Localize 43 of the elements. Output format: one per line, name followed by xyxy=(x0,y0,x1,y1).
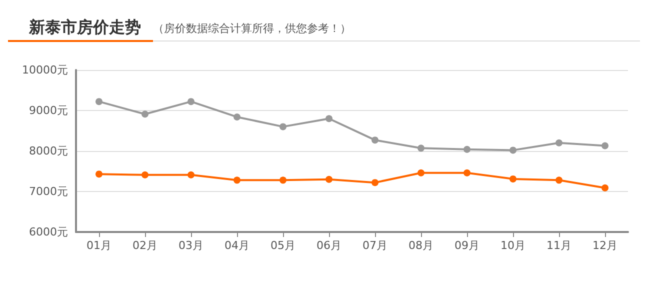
point xyxy=(602,184,608,192)
y-tick-label: 10000元 xyxy=(22,64,68,76)
chart-subtitle: （房价数据综合计算所得，供您参考！） xyxy=(153,22,351,35)
point xyxy=(418,144,424,152)
y-tick-label: 9000元 xyxy=(29,104,68,117)
point xyxy=(326,115,332,122)
point xyxy=(418,169,424,176)
point xyxy=(510,175,516,182)
x-tick-label: 06月 xyxy=(316,239,342,252)
x-tick-label: 09月 xyxy=(454,239,480,252)
x-tick-label: 04月 xyxy=(224,239,250,252)
x-tick-label: 02月 xyxy=(132,239,158,252)
x-tick-label: 07月 xyxy=(362,239,388,252)
point xyxy=(372,179,378,186)
x-tick-label: 08月 xyxy=(408,239,434,252)
point xyxy=(96,98,102,106)
point xyxy=(280,176,286,184)
point xyxy=(188,98,194,106)
point xyxy=(280,123,286,130)
x-tick-label: 05月 xyxy=(270,239,296,252)
point xyxy=(464,146,470,153)
chart-title: 新泰市房价走势 xyxy=(28,18,141,36)
x-tick-label: 12月 xyxy=(592,239,618,252)
point xyxy=(464,169,470,176)
point xyxy=(326,176,332,183)
point xyxy=(372,136,378,144)
point xyxy=(602,142,608,150)
point xyxy=(96,170,102,178)
x-tick-label: 03月 xyxy=(178,239,204,252)
y-tick-label: 7000元 xyxy=(29,185,68,198)
point xyxy=(510,146,516,154)
x-tick-label: 01月 xyxy=(86,239,112,252)
point xyxy=(556,176,562,184)
x-tick-label: 10月 xyxy=(500,239,526,252)
point xyxy=(234,176,240,184)
y-tick-label: 6000元 xyxy=(29,226,68,238)
point xyxy=(142,171,148,178)
y-tick-label: 8000元 xyxy=(29,144,68,158)
point xyxy=(556,139,562,146)
point xyxy=(188,171,194,178)
point xyxy=(142,110,148,118)
x-tick-label: 11月 xyxy=(546,239,572,252)
point xyxy=(234,113,240,120)
